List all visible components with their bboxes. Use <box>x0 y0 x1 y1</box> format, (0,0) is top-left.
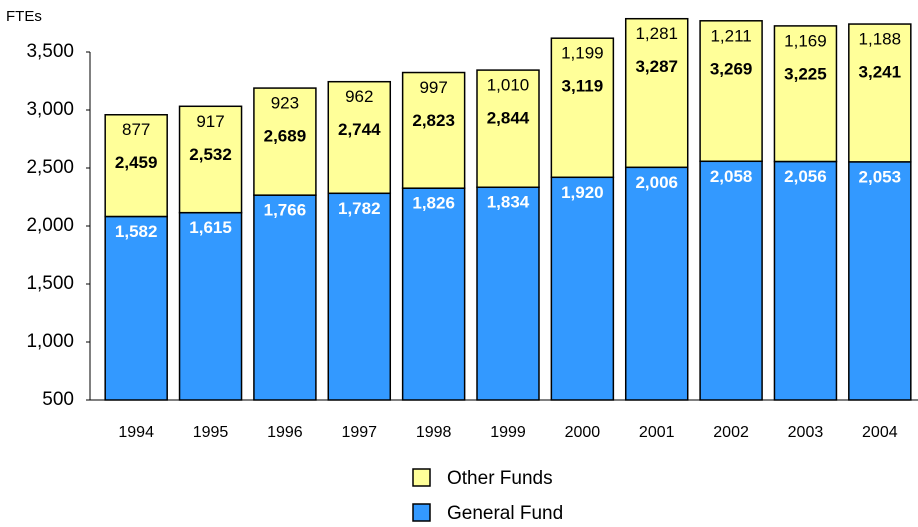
value-label: 1,615 <box>189 218 232 237</box>
value-label: 1,211 <box>710 26 751 45</box>
value-label: 1,782 <box>338 199 381 218</box>
bar-segment <box>624 17 689 169</box>
total-label: 2,744 <box>338 120 381 139</box>
bar-segment <box>773 160 838 401</box>
total-label: 3,287 <box>635 57 678 76</box>
bar-segment <box>550 176 615 401</box>
total-label: 3,119 <box>562 77 604 96</box>
value-label: 877 <box>122 120 150 139</box>
x-tick-label: 1996 <box>267 424 303 441</box>
total-label: 3,225 <box>784 64 827 83</box>
x-tick-label: 2004 <box>862 424 898 441</box>
value-label: 997 <box>419 78 447 97</box>
bar-segment <box>327 192 392 401</box>
value-label: 1,920 <box>561 183 604 202</box>
bar-segment <box>104 114 168 218</box>
bar-segment <box>773 25 838 163</box>
x-tick-label: 1995 <box>193 424 229 441</box>
y-tick-label: 500 <box>42 389 74 410</box>
y-tick-label: 1,000 <box>26 331 74 352</box>
x-tick-label: 2000 <box>565 424 601 441</box>
bar-segment <box>699 160 763 401</box>
bar-segment <box>476 186 540 401</box>
bar-segment <box>699 20 763 163</box>
legend-swatch <box>412 503 431 522</box>
y-tick-label: 2,000 <box>26 215 74 236</box>
y-tick-label: 3,000 <box>26 99 74 120</box>
value-label: 1,826 <box>412 194 455 213</box>
total-label: 2,459 <box>115 153 158 172</box>
bar-segment <box>178 211 243 401</box>
x-tick-label: 1999 <box>490 424 526 441</box>
total-label: 2,844 <box>487 109 530 128</box>
value-label: 1,834 <box>487 193 530 212</box>
x-tick-label: 1997 <box>341 424 377 441</box>
bar-segment <box>253 194 317 401</box>
value-label: 917 <box>196 112 224 131</box>
total-label: 3,241 <box>859 63 902 82</box>
value-label: 2,058 <box>710 167 753 186</box>
value-label: 2,006 <box>635 173 678 192</box>
bar-segment <box>104 215 168 401</box>
x-tick-label: 1998 <box>416 424 452 441</box>
bar-segment <box>401 187 466 401</box>
value-label: 1,188 <box>859 30 902 49</box>
total-label: 2,532 <box>189 145 232 164</box>
bar-segment <box>178 105 243 214</box>
value-label: 2,056 <box>784 167 827 186</box>
y-tick-label: 1,500 <box>26 273 74 294</box>
bar-segment <box>401 71 466 189</box>
legend-swatch <box>412 468 431 487</box>
bar-segment <box>848 161 912 401</box>
legend-label: General Fund <box>447 503 563 524</box>
bar-segment <box>624 166 689 401</box>
value-label: 1,199 <box>561 44 604 63</box>
value-label: 923 <box>271 94 299 113</box>
value-label: 962 <box>345 87 373 106</box>
value-label: 1,281 <box>635 24 678 43</box>
x-tick-label: 2001 <box>639 424 675 441</box>
value-label: 1,766 <box>264 201 307 220</box>
bar-segment <box>848 23 912 163</box>
value-label: 1,582 <box>115 222 158 241</box>
bar-segment <box>476 69 540 189</box>
y-tick-label: 2,500 <box>26 157 74 178</box>
legend-label: Other Funds <box>447 468 553 489</box>
bar-segment <box>327 80 392 195</box>
total-label: 2,689 <box>264 127 307 146</box>
total-label: 2,823 <box>412 111 455 130</box>
y-tick-label: 3,500 <box>26 41 74 62</box>
value-label: 2,053 <box>859 167 902 186</box>
x-tick-label: 2003 <box>788 424 824 441</box>
value-label: 1,010 <box>487 76 530 95</box>
x-tick-label: 2002 <box>713 424 749 441</box>
y-axis-label: FTEs <box>6 8 42 25</box>
bar-segment <box>550 37 615 179</box>
total-label: 3,269 <box>710 59 753 78</box>
bar-segment <box>253 87 317 196</box>
x-tick-label: 1994 <box>118 424 154 441</box>
value-label: 1,169 <box>784 31 827 50</box>
